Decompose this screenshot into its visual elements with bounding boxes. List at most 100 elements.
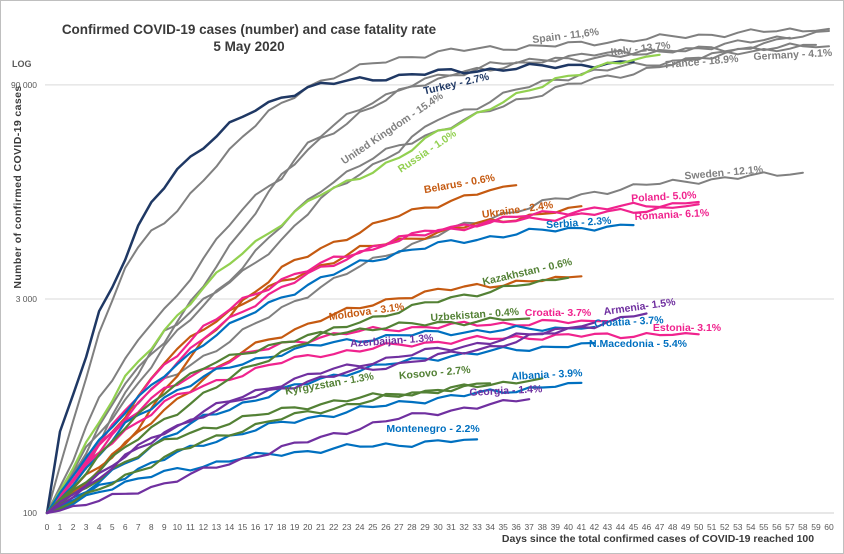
x-tick-label: 6	[123, 522, 128, 532]
series-line-serbia	[45, 223, 635, 515]
x-tick-label: 1	[58, 522, 63, 532]
series-line-turkey	[45, 60, 635, 515]
series-label-montenegro: Montenegro - 2.2%	[386, 423, 480, 435]
x-tick-label: 8	[149, 522, 154, 532]
x-axis-title: Days since the total confirmed cases of …	[502, 533, 814, 545]
x-tick-label: 7	[136, 522, 141, 532]
series-label-estonia: Estonia- 3.1%	[653, 322, 722, 334]
x-tick-label: 37	[524, 522, 534, 532]
y-tick-label: 90 000	[11, 80, 37, 90]
x-tick-label: 34	[485, 522, 495, 532]
x-tick-label: 51	[707, 522, 717, 532]
x-tick-label: 44	[616, 522, 626, 532]
x-tick-label: 36	[511, 522, 521, 532]
series-line-poland	[45, 200, 700, 515]
x-tick-label: 0	[45, 522, 50, 532]
x-tick-label: 2	[71, 522, 76, 532]
series-lines	[45, 27, 830, 515]
x-tick-label: 46	[642, 522, 652, 532]
series-label-germany: Germany - 4.1%	[753, 47, 833, 63]
y-tick-label: 100	[23, 508, 37, 518]
x-tick-label: 5	[110, 522, 115, 532]
x-tick-label: 28	[407, 522, 417, 532]
series-label-azerbaijan: Azerbaijan- 1.3%	[350, 332, 435, 350]
x-tick-label: 17	[264, 522, 274, 532]
x-tick-label: 43	[603, 522, 613, 532]
x-tick-label: 54	[746, 522, 756, 532]
x-tick-label: 50	[694, 522, 704, 532]
series-label-georgia: Georgia - 1.4%	[469, 383, 543, 399]
x-tick-label: 18	[277, 522, 287, 532]
x-tick-label: 23	[342, 522, 352, 532]
series-line-montenegro	[45, 438, 479, 515]
x-tick-label: 22	[329, 522, 339, 532]
series-label-albania: Albania - 3.9%	[511, 367, 583, 383]
series-line-croatia-pink	[45, 318, 609, 515]
series-line-united-kingdom	[46, 36, 791, 514]
x-tick-label: 42	[590, 522, 600, 532]
x-tick-label: 4	[97, 522, 102, 532]
series-line-russia	[45, 53, 661, 515]
series-line-azerbaijan	[45, 321, 596, 515]
series-line-moldova	[45, 275, 583, 515]
series-label-croatia-pink: Croatia- 3.7%	[525, 307, 592, 319]
x-tick-labels: 0 1 2 3 4 5 6 7 8 9 10 11 12 13 14 15 16 17 18 19 20 21 22 23 24…	[45, 522, 834, 532]
x-tick-label: 59	[811, 522, 821, 532]
x-tick-label: 40	[564, 522, 574, 532]
x-tick-label: 27	[394, 522, 404, 532]
x-tick-label: 21	[316, 522, 326, 532]
chart-title: Confirmed COVID-19 cases (number) and ca…	[62, 22, 437, 37]
series-line-kyrgyzstan	[45, 377, 544, 515]
x-tick-label: 30	[433, 522, 443, 532]
x-tick-label: 31	[446, 522, 456, 532]
x-tick-label: 60	[824, 522, 834, 532]
x-tick-label: 19	[290, 522, 300, 532]
series-line-spain	[46, 27, 830, 514]
x-tick-label: 33	[472, 522, 482, 532]
x-tick-label: 53	[733, 522, 743, 532]
x-tick-label: 56	[772, 522, 782, 532]
x-tick-label: 47	[655, 522, 665, 532]
x-tick-label: 41	[577, 522, 587, 532]
x-tick-label: 57	[785, 522, 795, 532]
series-line-italy	[46, 30, 830, 514]
x-tick-label: 11	[186, 522, 195, 532]
series-line-georgia	[45, 398, 531, 515]
series-line-estonia	[45, 332, 700, 515]
series-line-germany	[46, 42, 830, 514]
series-label-n-macedonia: N.Macedonia - 5.4%	[589, 338, 688, 350]
x-tick-label: 20	[303, 522, 313, 532]
x-tick-label: 52	[720, 522, 730, 532]
series-line-kosovo	[45, 382, 492, 515]
series-line-romania	[45, 203, 700, 515]
series-label-poland: Poland- 5.0%	[631, 189, 698, 204]
x-tick-label: 14	[225, 522, 235, 532]
x-tick-label: 45	[629, 522, 639, 532]
x-tick-label: 29	[420, 522, 430, 532]
series-label-romania: Romania- 6.1%	[634, 207, 710, 223]
x-tick-label: 49	[681, 522, 691, 532]
x-tick-label: 15	[238, 522, 248, 532]
x-tick-label: 48	[668, 522, 678, 532]
y-tick-labels: 90 000 3 000 100	[11, 80, 37, 518]
x-tick-label: 24	[355, 522, 365, 532]
x-tick-label: 9	[162, 522, 167, 532]
chart-subtitle: 5 May 2020	[213, 39, 284, 54]
x-tick-label: 39	[551, 522, 561, 532]
x-tick-label: 55	[759, 522, 769, 532]
series-label-serbia: Serbia - 2.3%	[546, 215, 613, 232]
x-tick-label: 25	[368, 522, 378, 532]
series-line-kazakhstan	[45, 276, 570, 515]
x-tick-label: 16	[251, 522, 261, 532]
x-tick-label: 58	[798, 522, 808, 532]
x-tick-label: 38	[538, 522, 548, 532]
y-axis-scale-label: LOG	[12, 59, 32, 69]
series-line-uzbekistan	[45, 316, 531, 515]
x-tick-label: 13	[212, 522, 222, 532]
series-line-belarus	[45, 184, 518, 515]
y-tick-label: 3 000	[16, 294, 38, 304]
y-axis-title: Number of confirmed COVID-19 cases	[12, 85, 24, 288]
